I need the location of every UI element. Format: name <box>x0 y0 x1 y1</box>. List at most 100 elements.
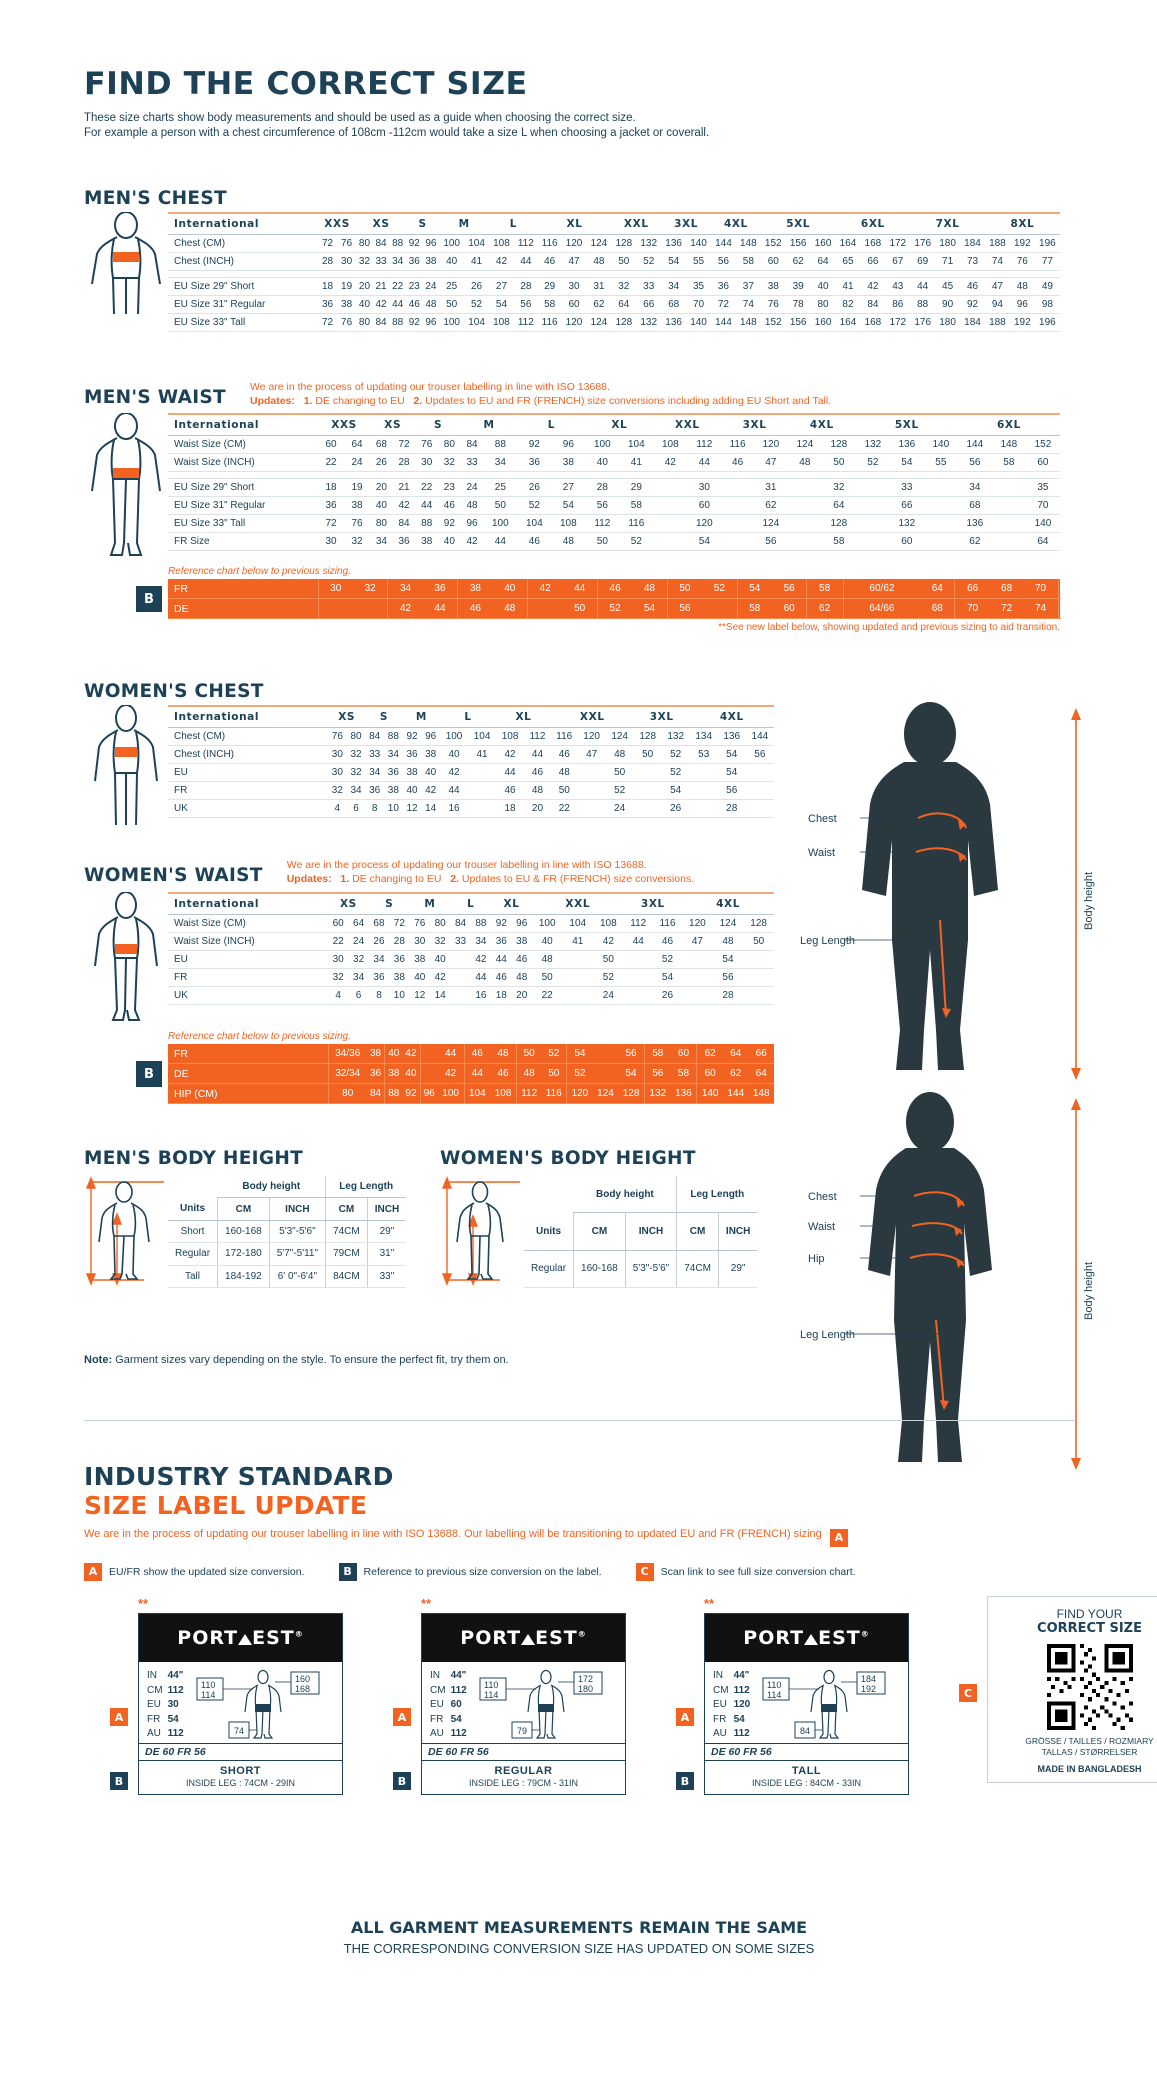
cell <box>721 478 754 497</box>
cell: 74 <box>984 252 1010 271</box>
cell: 30 <box>561 277 587 296</box>
cell: 172 <box>885 313 911 332</box>
cell: 20 <box>370 478 393 497</box>
label-code-row: EU 60 <box>430 1699 470 1712</box>
mens-waist-u1: DE changing to EU <box>315 395 405 407</box>
orange-cell: 50 <box>515 1044 542 1064</box>
label-code-key: FR <box>147 1713 161 1725</box>
bh-group-header: Body height Leg Length <box>168 1176 407 1199</box>
orange-cell: 58 <box>670 1063 697 1084</box>
cell: 96 <box>422 313 440 332</box>
label-code-key: IN <box>430 1670 440 1681</box>
cell: 44 <box>491 950 512 969</box>
label-code-key: AU <box>713 1728 727 1739</box>
label-code-row: CM 112 <box>147 1685 187 1698</box>
svg-text:184: 184 <box>861 1674 876 1684</box>
orange-cell <box>1057 579 1060 599</box>
bh-cell: 6' 0"-6'4" <box>268 1265 326 1289</box>
womens-waist-badge-b: B <box>136 1061 162 1087</box>
size-header-4xl: 4XL <box>787 415 856 436</box>
cell <box>689 781 718 800</box>
cell: 50 <box>593 950 624 969</box>
row-label: FR <box>168 781 328 800</box>
cell: 196 <box>1034 234 1060 253</box>
cell: 44 <box>910 277 936 296</box>
cell: 60 <box>687 496 722 515</box>
female-waist-label: Waist <box>808 1221 835 1233</box>
label-code-key: EU <box>147 1699 161 1710</box>
table-row: EU Size 29" Short 18 19 20 21 22 23 24 25 26 27 28 2… <box>168 478 1060 497</box>
label-code-value: 54 <box>167 1713 179 1725</box>
cell: 64 <box>821 496 856 515</box>
cell: 32 <box>348 950 369 969</box>
legend-badge-c: C <box>635 1562 654 1581</box>
cell: 98 <box>1034 295 1060 314</box>
orange-cell: 30 <box>317 579 353 599</box>
orange-cell: 42 <box>437 1063 464 1084</box>
cell: 30 <box>328 745 347 764</box>
orange-cell: 112 <box>515 1083 542 1104</box>
cell: 48 <box>605 745 634 764</box>
cell: 46 <box>511 950 532 969</box>
size-label-card-3: ** A B PORT EST® IN 44" CM 112 EU 120 FR 54 AU 112 110 1… <box>676 1596 909 1795</box>
cell: 46 <box>537 252 562 271</box>
cell: 10 <box>389 986 410 1005</box>
cell: 54 <box>551 496 586 515</box>
qr-code-icon[interactable] <box>1046 1644 1133 1730</box>
label-code-row: FR 54 <box>713 1714 753 1727</box>
female-torso-figure <box>84 705 168 831</box>
cell: 152 <box>760 234 786 253</box>
legend-text-b: Reference to previous size conversion on… <box>363 1565 602 1578</box>
orange-cell: 68 <box>920 598 955 619</box>
male-chest-label: Chest <box>808 813 837 825</box>
industry-subtext-badge-a: A <box>829 1528 848 1547</box>
cell <box>721 496 754 515</box>
label-footer: REGULAR INSIDE LEG : 79CM - 31IN <box>422 1759 625 1794</box>
cell: 28 <box>712 986 744 1005</box>
size-header-m: M <box>409 894 451 915</box>
table-row: EU Size 31" Regular 36 38 40 42 44 46 48 50 52 54 5… <box>168 496 1060 515</box>
bh-cell: 33" <box>366 1265 407 1289</box>
cell <box>633 763 662 782</box>
male-body-height-label: Body height <box>1083 872 1095 930</box>
cell: 58 <box>991 453 1026 472</box>
cell <box>633 799 662 818</box>
cell: 68 <box>661 295 687 314</box>
bh-row-label: Short <box>168 1220 218 1244</box>
bh-cell: 160-168 <box>573 1250 626 1288</box>
row-label: Waist Size (INCH) <box>168 932 328 951</box>
cell: 140 <box>923 435 958 454</box>
cell: 22 <box>318 453 345 472</box>
cell: 124 <box>605 727 634 746</box>
size-header-xxs: XXS <box>318 214 357 235</box>
orange-cell: 136 <box>670 1083 697 1104</box>
size-header-4xl: 4XL <box>682 894 774 915</box>
cell: 124 <box>787 435 822 454</box>
cell <box>855 514 890 533</box>
label-code-key: CM <box>147 1684 163 1696</box>
legend-text-c: Scan link to see full size conversion ch… <box>660 1565 856 1578</box>
label-code-value: 54 <box>450 1713 462 1725</box>
cell: 46 <box>438 496 461 515</box>
cell: 38 <box>421 745 441 764</box>
cell <box>682 968 713 987</box>
bh-cell: 184-192 <box>217 1265 270 1289</box>
cell: 19 <box>344 478 371 497</box>
label-code-row: AU 112 <box>430 1728 470 1741</box>
cell: 36 <box>384 763 403 782</box>
cell: 100 <box>483 514 518 533</box>
cell <box>450 986 471 1005</box>
cell: 108 <box>593 914 624 933</box>
label-body: IN 44" CM 112 EU 120 FR 54 AU 112 110 114 184 192 84 <box>705 1662 908 1743</box>
cell: 184 <box>960 234 985 253</box>
orange-cell: 46 <box>596 579 633 599</box>
label-code-row: AU 112 <box>713 1728 753 1741</box>
orange-cell: 140 <box>696 1083 724 1104</box>
page-title: FIND THE CORRECT SIZE <box>84 66 528 102</box>
table-row: FR Size 30 32 34 36 38 40 42 44 46 48 50 52 54 56 58 60 6… <box>168 532 1060 551</box>
cell: 120 <box>753 435 788 454</box>
cell <box>468 763 497 782</box>
cell: 20 <box>511 986 532 1005</box>
cell: 42 <box>460 532 484 551</box>
cell: 48 <box>460 496 484 515</box>
